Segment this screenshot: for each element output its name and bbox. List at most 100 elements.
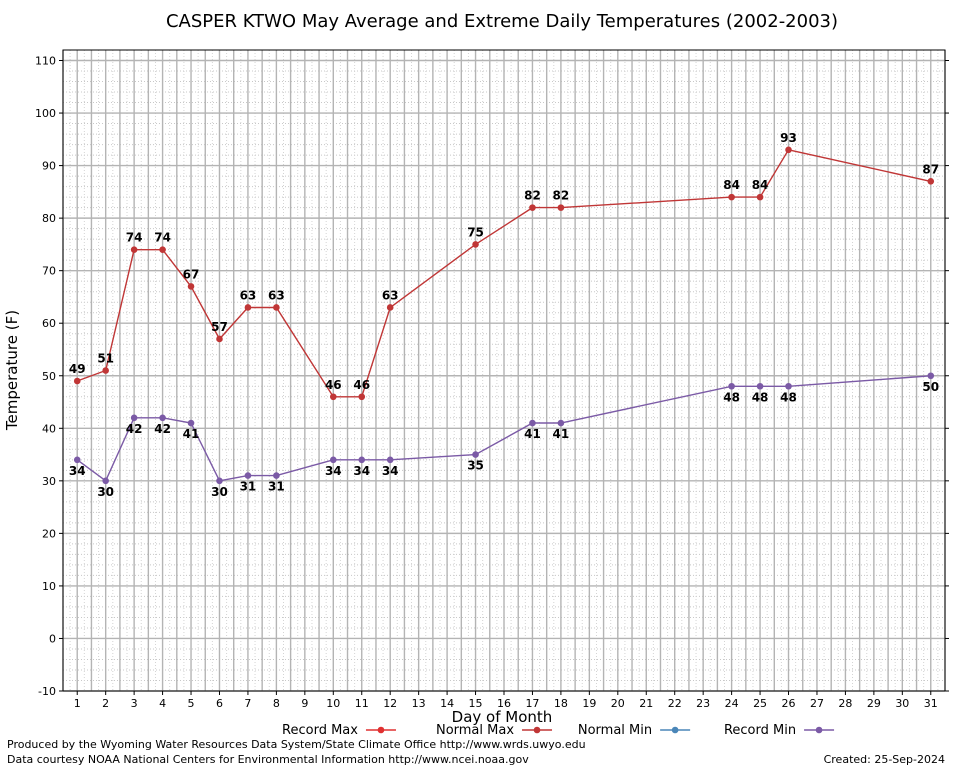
data-point: [102, 367, 109, 374]
legend-label: Record Min: [724, 723, 796, 738]
y-tick-label: 110: [35, 55, 56, 68]
data-point: [358, 456, 366, 464]
data-label: 31: [240, 480, 257, 494]
data-label: 42: [126, 422, 143, 436]
x-axis-label: Day of Month: [452, 708, 553, 726]
data-point: [73, 377, 81, 385]
legend-label: Normal Max: [436, 723, 514, 738]
data-point: [159, 246, 166, 253]
data-label: 46: [353, 378, 370, 392]
series-record-max: 49 51 74 74 67 57 63 63 46 46 63 75 82 82 84 84 93 87: [69, 131, 939, 401]
x-tick-label: 27: [810, 697, 824, 710]
x-tick-label: 11: [355, 697, 369, 710]
x-tick-label: 12: [383, 697, 397, 710]
data-label: 42: [154, 422, 171, 436]
data-label: 34: [353, 464, 370, 478]
data-point: [756, 382, 764, 390]
data-point: [273, 472, 280, 479]
legend-item: Record Max: [282, 723, 396, 738]
data-label: 41: [524, 427, 541, 441]
y-axis-label: Temperature (F): [3, 310, 21, 431]
data-point: [472, 451, 479, 458]
y-tick-label: 30: [42, 475, 56, 488]
x-tick-label: 25: [753, 697, 767, 710]
data-point: [187, 283, 195, 290]
y-tick-label: 50: [42, 370, 56, 383]
data-label: 34: [325, 464, 342, 478]
data-point: [785, 382, 792, 390]
data-point: [472, 241, 479, 248]
x-tick-label: 8: [273, 697, 280, 710]
data-point: [102, 477, 109, 485]
data-label: 34: [69, 464, 86, 478]
footer-produced-by: Produced by the Wyoming Water Resources …: [7, 738, 586, 751]
data-point: [927, 372, 935, 380]
legend-marker: [671, 726, 679, 734]
data-point: [244, 472, 252, 479]
data-label: 75: [467, 225, 484, 239]
x-tick-label: 22: [668, 697, 682, 710]
data-label: 57: [211, 320, 228, 334]
data-label: 30: [211, 485, 228, 499]
data-label: 63: [382, 288, 399, 302]
data-point: [216, 477, 223, 485]
series-record-min: 34 30 42 42 41 30 31 31 34 34 34 35 41 41 48 48 48 50: [69, 372, 939, 499]
x-tick-label: 9: [301, 697, 308, 710]
data-point: [529, 204, 536, 211]
x-tick-label: 17: [525, 697, 539, 710]
data-label: 34: [382, 464, 399, 478]
x-tick-label: 20: [611, 697, 625, 710]
legend-item: Normal Min: [578, 723, 691, 738]
footer-data-courtesy: Data courtesy NOAA National Centers for …: [7, 753, 529, 766]
data-point: [329, 456, 337, 464]
y-tick-label: 100: [35, 107, 56, 120]
data-label: 46: [325, 378, 342, 392]
x-tick-label: 13: [412, 697, 426, 710]
data-label: 63: [268, 288, 285, 302]
data-label: 30: [97, 485, 114, 499]
x-tick-label: 5: [188, 697, 195, 710]
data-label: 82: [524, 189, 541, 203]
data-point: [329, 393, 337, 401]
x-tick-label: 15: [469, 697, 483, 710]
legend-marker: [533, 726, 541, 734]
y-tick-label: -10: [38, 685, 56, 698]
data-label: 87: [922, 162, 939, 176]
data-point: [216, 335, 223, 343]
x-tick-label: 26: [782, 697, 796, 710]
legend-marker: [377, 726, 385, 734]
x-tick-label: 23: [696, 697, 710, 710]
x-tick-label: 29: [867, 697, 881, 710]
x-tick-label: 4: [159, 697, 166, 710]
x-tick-label: 1: [74, 697, 81, 710]
data-label: 31: [268, 480, 285, 494]
data-label: 51: [97, 352, 114, 366]
data-point: [273, 304, 280, 311]
data-label: 63: [240, 288, 257, 302]
y-tick-label: 70: [42, 265, 56, 278]
data-label: 48: [752, 390, 769, 404]
x-tick-label: 6: [216, 697, 223, 710]
data-label: 48: [780, 390, 797, 404]
x-tick-label: 14: [440, 697, 454, 710]
y-tick-label: 10: [42, 580, 56, 593]
y-tick-label: 20: [42, 527, 56, 540]
x-tick-label: 28: [838, 697, 852, 710]
y-tick-label: 0: [49, 632, 56, 645]
footer-created: Created: 25-Sep-2024: [823, 753, 945, 766]
data-point: [386, 304, 394, 311]
legend-marker: [815, 726, 823, 734]
data-label: 93: [780, 131, 797, 145]
data-point: [557, 204, 565, 211]
x-tick-label: 30: [895, 697, 909, 710]
data-label: 67: [183, 267, 200, 281]
data-point: [73, 456, 81, 464]
data-label: 41: [553, 427, 570, 441]
y-tick-label: 40: [42, 422, 56, 435]
data-point: [244, 304, 252, 311]
x-tick-label: 2: [102, 697, 109, 710]
data-point: [386, 456, 394, 464]
data-point: [130, 246, 138, 253]
chart-title: CASPER KTWO May Average and Extreme Dail…: [166, 11, 838, 32]
